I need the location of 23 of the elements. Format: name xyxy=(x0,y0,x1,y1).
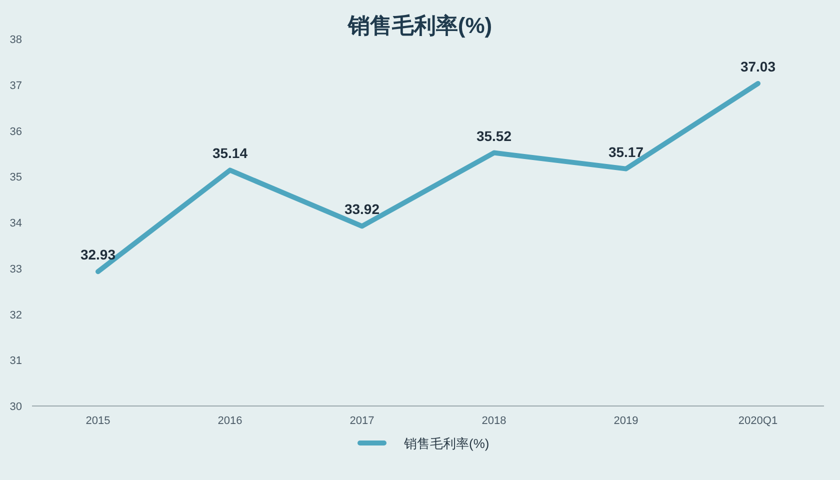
data-label: 35.52 xyxy=(476,128,512,144)
data-label: 33.92 xyxy=(344,201,380,218)
y-tick-label: 33 xyxy=(10,263,22,276)
x-tick-label: 2015 xyxy=(86,415,110,427)
y-tick-label: 37 xyxy=(10,80,22,92)
data-label: 37.03 xyxy=(740,58,776,74)
y-tick-label: 30 xyxy=(10,401,22,413)
x-tick-label: 2020Q1 xyxy=(738,415,778,427)
data-label: 35.17 xyxy=(608,144,644,160)
y-tick-label: 32 xyxy=(10,309,22,322)
x-tick-label: 2016 xyxy=(218,415,242,427)
x-tick-label: 2019 xyxy=(614,415,638,427)
x-tick-label: 2017 xyxy=(350,415,374,427)
y-tick-label: 38 xyxy=(10,34,22,46)
y-tick-label: 31 xyxy=(10,355,22,368)
data-label: 35.14 xyxy=(212,145,248,162)
x-tick-label: 2018 xyxy=(482,415,506,427)
y-tick-label: 35 xyxy=(10,172,22,184)
y-tick-label: 34 xyxy=(10,218,22,230)
y-tick-label: 36 xyxy=(10,126,22,138)
legend-label: 销售毛利率(%) xyxy=(403,436,490,451)
data-label: 32.93 xyxy=(80,246,116,263)
chart-title: 销售毛利率(%) xyxy=(346,13,492,38)
